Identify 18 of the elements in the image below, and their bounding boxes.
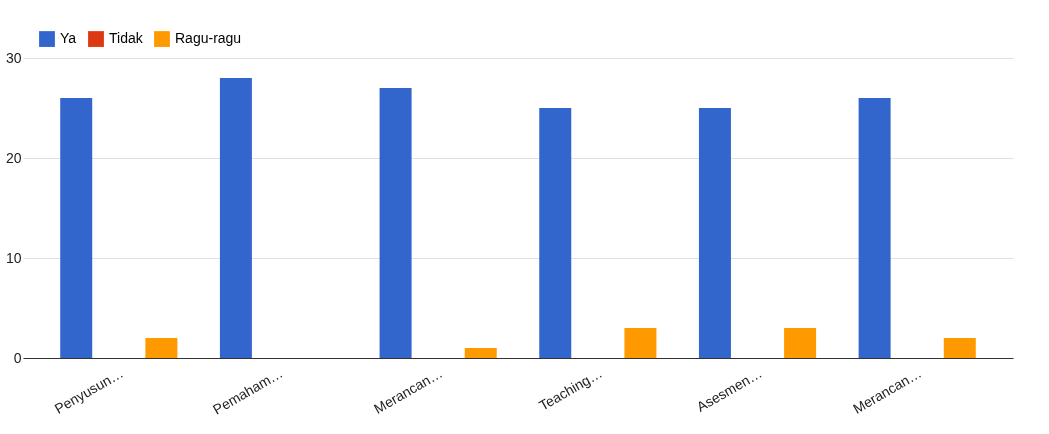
- bar: [379, 88, 412, 358]
- y-tick-label: 0: [13, 349, 22, 366]
- bar: [943, 338, 976, 358]
- bar: [784, 328, 817, 358]
- bar: [624, 328, 657, 358]
- y-tick-label: 10: [5, 249, 22, 266]
- legend-label: Tidak: [109, 30, 144, 47]
- bar: [145, 338, 178, 358]
- bar: [858, 98, 891, 358]
- bar: [60, 98, 93, 358]
- y-tick-label: 30: [5, 49, 22, 66]
- bar: [698, 108, 731, 358]
- y-tick-label: 20: [5, 149, 22, 166]
- bar: [464, 348, 497, 358]
- legend-label: Ragu-ragu: [175, 30, 242, 47]
- legend-label: Ya: [60, 30, 77, 47]
- bar: [539, 108, 572, 358]
- bar: [219, 78, 252, 358]
